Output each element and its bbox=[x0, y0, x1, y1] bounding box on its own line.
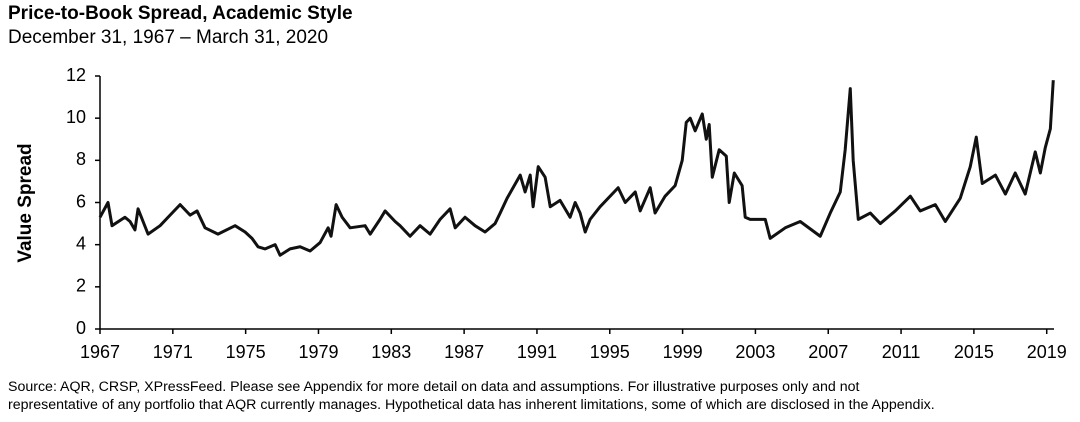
x-tick-label: 2003 bbox=[735, 342, 775, 362]
x-tick-label: 1995 bbox=[590, 342, 630, 362]
y-tick-label: 6 bbox=[76, 191, 86, 211]
y-tick-label: 12 bbox=[66, 65, 86, 85]
y-tick-label: 4 bbox=[76, 233, 86, 253]
footnote: representative of any portfolio that AQR… bbox=[8, 397, 935, 413]
y-tick-label: 10 bbox=[66, 107, 86, 127]
x-tick-label: 2011 bbox=[882, 342, 921, 362]
footnote: Source: AQR, CRSP, XPressFeed. Please se… bbox=[8, 379, 860, 395]
x-tick-label: 1979 bbox=[298, 342, 338, 362]
x-tick-label: 1967 bbox=[80, 342, 120, 362]
chart-title: Price-to-Book Spread, Academic Style bbox=[8, 3, 353, 24]
x-tick-label: 1983 bbox=[371, 342, 411, 362]
y-axis-label: Value Spread bbox=[15, 143, 36, 262]
y-tick-label: 2 bbox=[76, 276, 86, 296]
x-tick-label: 1991 bbox=[517, 342, 557, 362]
chart-subtitle: December 31, 1967 – March 31, 2020 bbox=[8, 27, 328, 48]
series-line bbox=[98, 80, 1055, 257]
x-tick-label: 1999 bbox=[663, 342, 703, 362]
x-tick-label: 2019 bbox=[1027, 342, 1067, 362]
x-tick-label: 1971 bbox=[153, 342, 193, 362]
x-tick-label: 2007 bbox=[808, 342, 848, 362]
x-tick-label: 2015 bbox=[954, 342, 994, 362]
x-tick-label: 1987 bbox=[444, 342, 484, 362]
x-tick-label: 1975 bbox=[226, 342, 266, 362]
y-tick-label: 8 bbox=[76, 149, 86, 169]
y-tick-label: 0 bbox=[76, 318, 86, 338]
